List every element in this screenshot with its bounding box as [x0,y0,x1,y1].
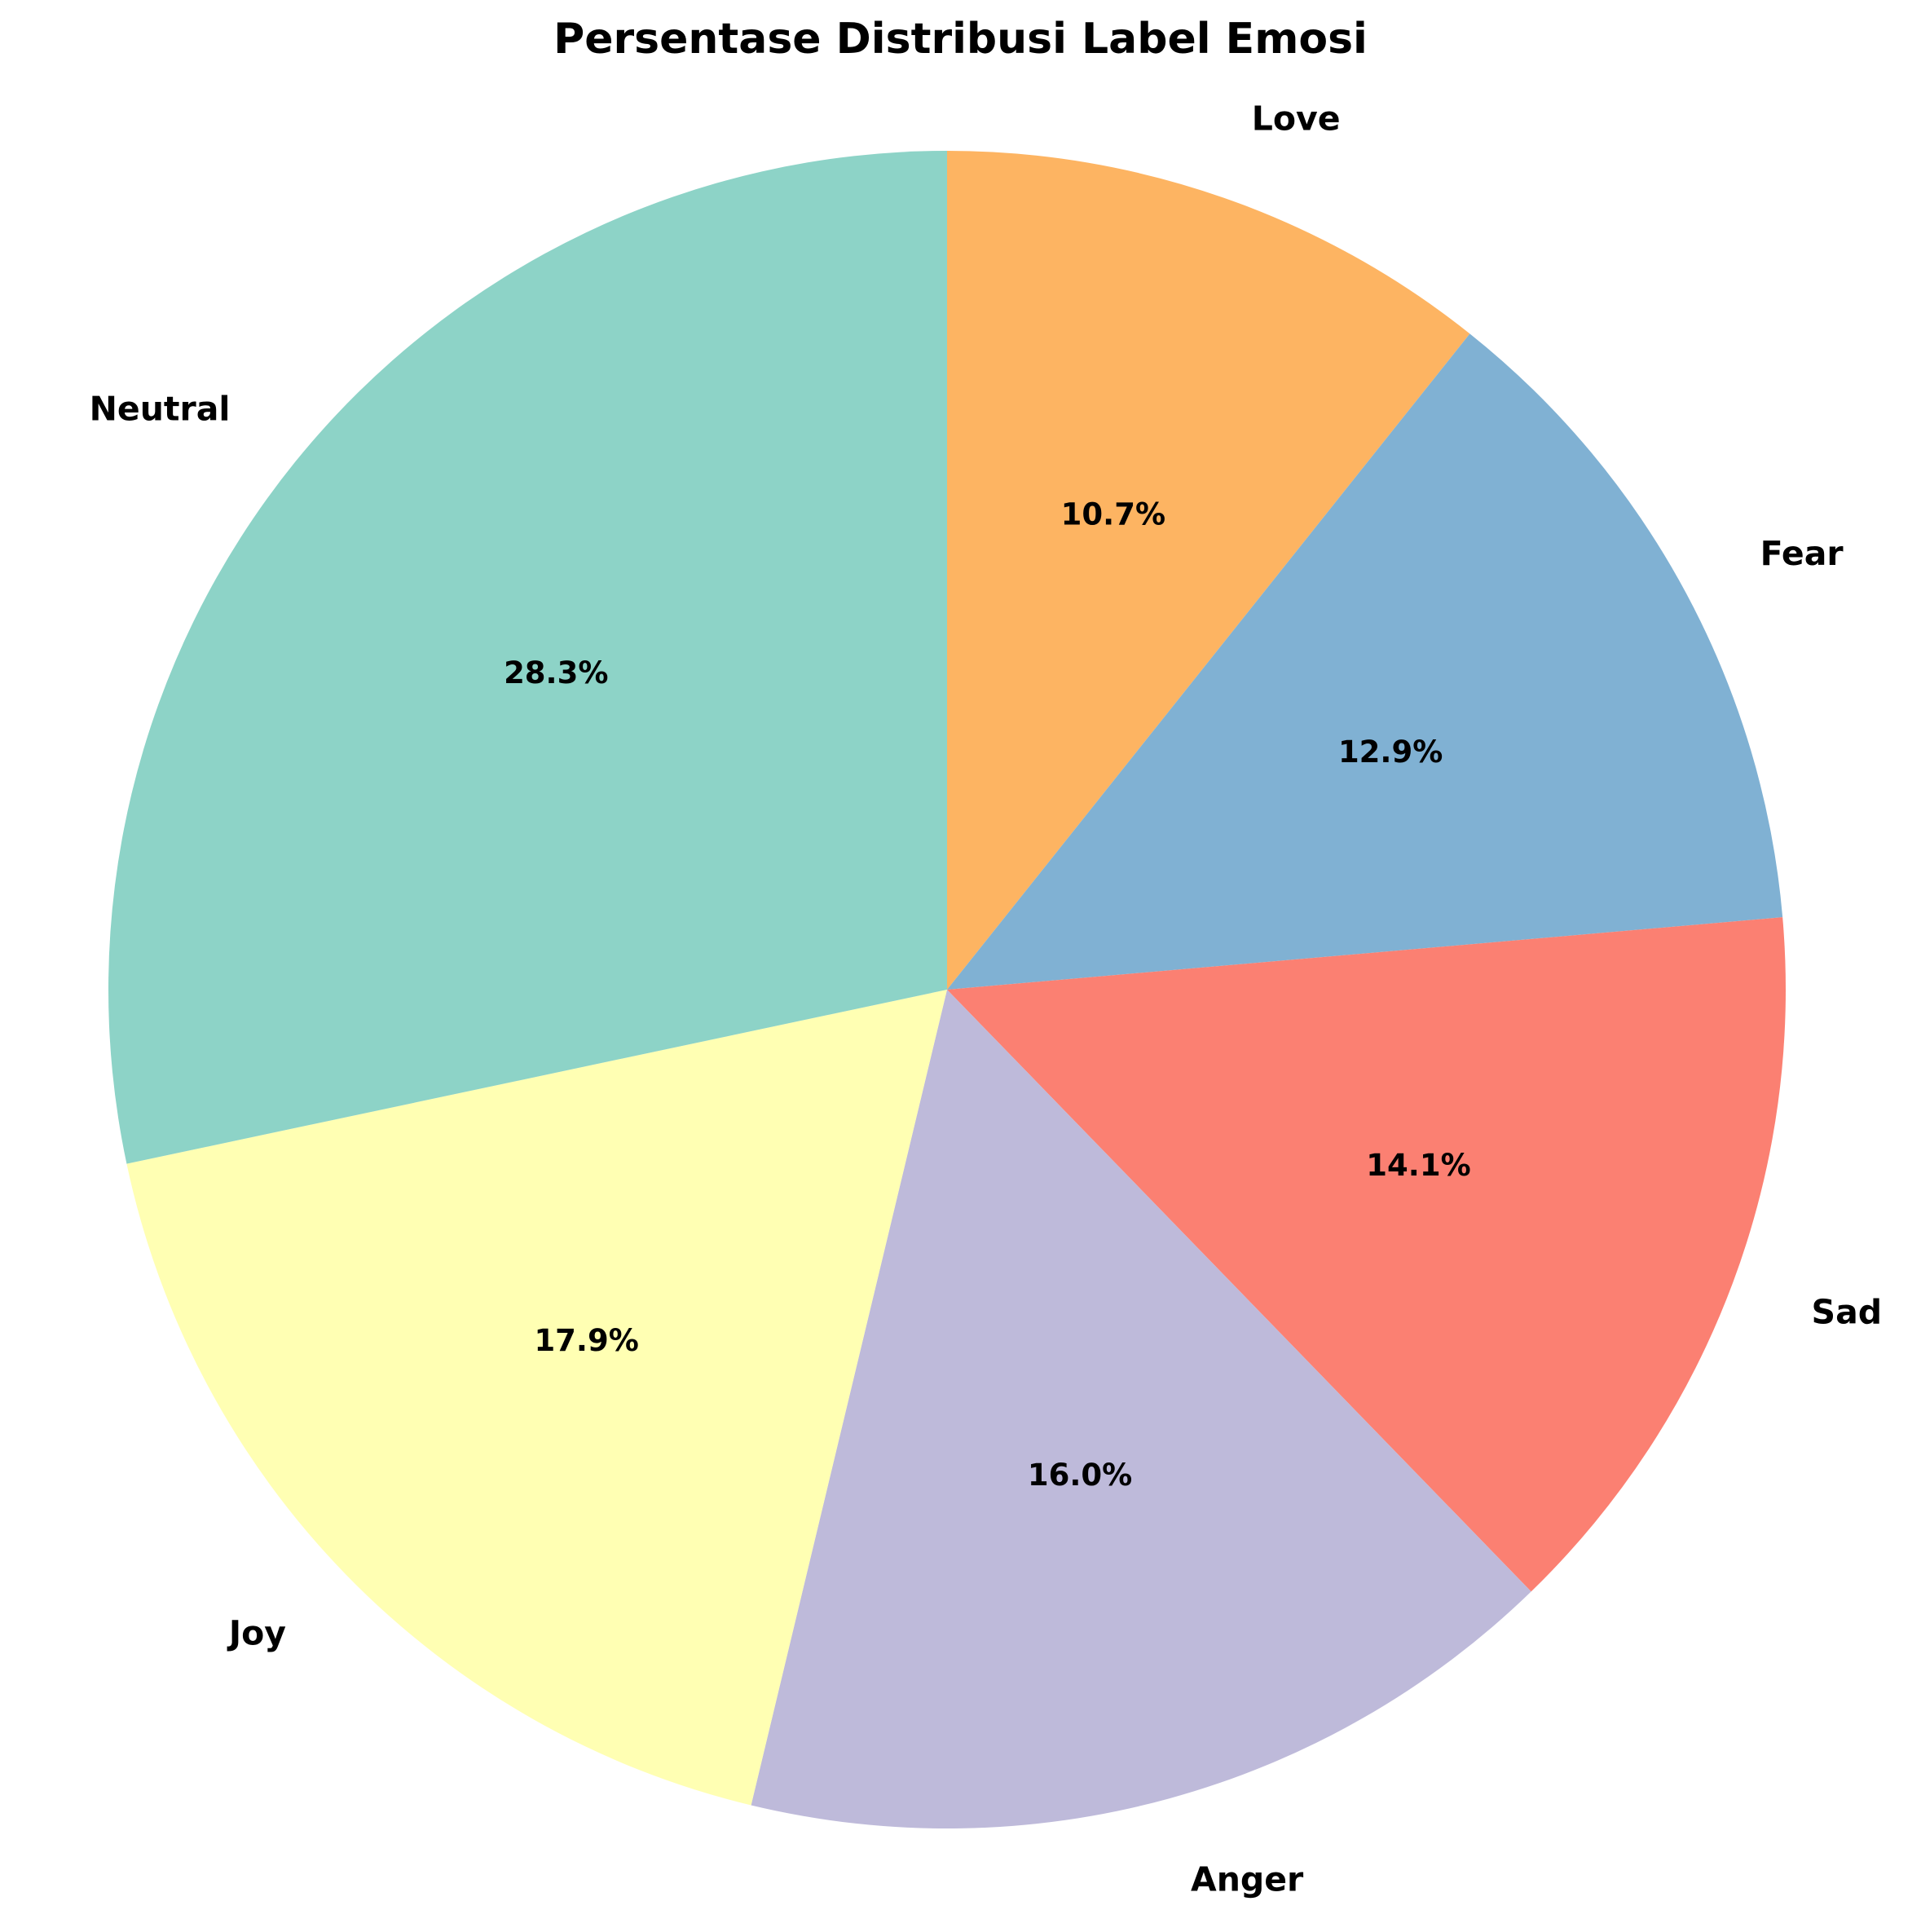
slice-label-fear: Fear [1760,534,1844,573]
slice-label-sad: Sad [1812,1292,1883,1331]
slice-label-neutral: Neutral [90,390,231,429]
pie-slice-neutral [108,151,947,1164]
slice-percent-love: 10.7% [1061,497,1165,532]
slice-percent-anger: 16.0% [1028,1458,1132,1493]
pie-slice-joy [126,990,947,1806]
pie-slice-sad [947,917,1786,1592]
slice-percent-fear: 12.9% [1338,734,1443,770]
pie-slice-love [947,151,1470,990]
slice-label-love: Love [1252,99,1341,139]
slice-percent-joy: 17.9% [534,1323,638,1358]
slice-percent-sad: 14.1% [1366,1148,1470,1183]
chart-title: Persentase Distribusi Label Emosi [553,15,1368,64]
slice-percent-neutral: 28.3% [504,655,608,690]
pie-slice-anger [751,990,1531,1828]
pie-slice-fear [947,333,1783,990]
slice-label-anger: Anger [1191,1860,1304,1899]
slice-label-joy: Joy [227,1614,286,1653]
